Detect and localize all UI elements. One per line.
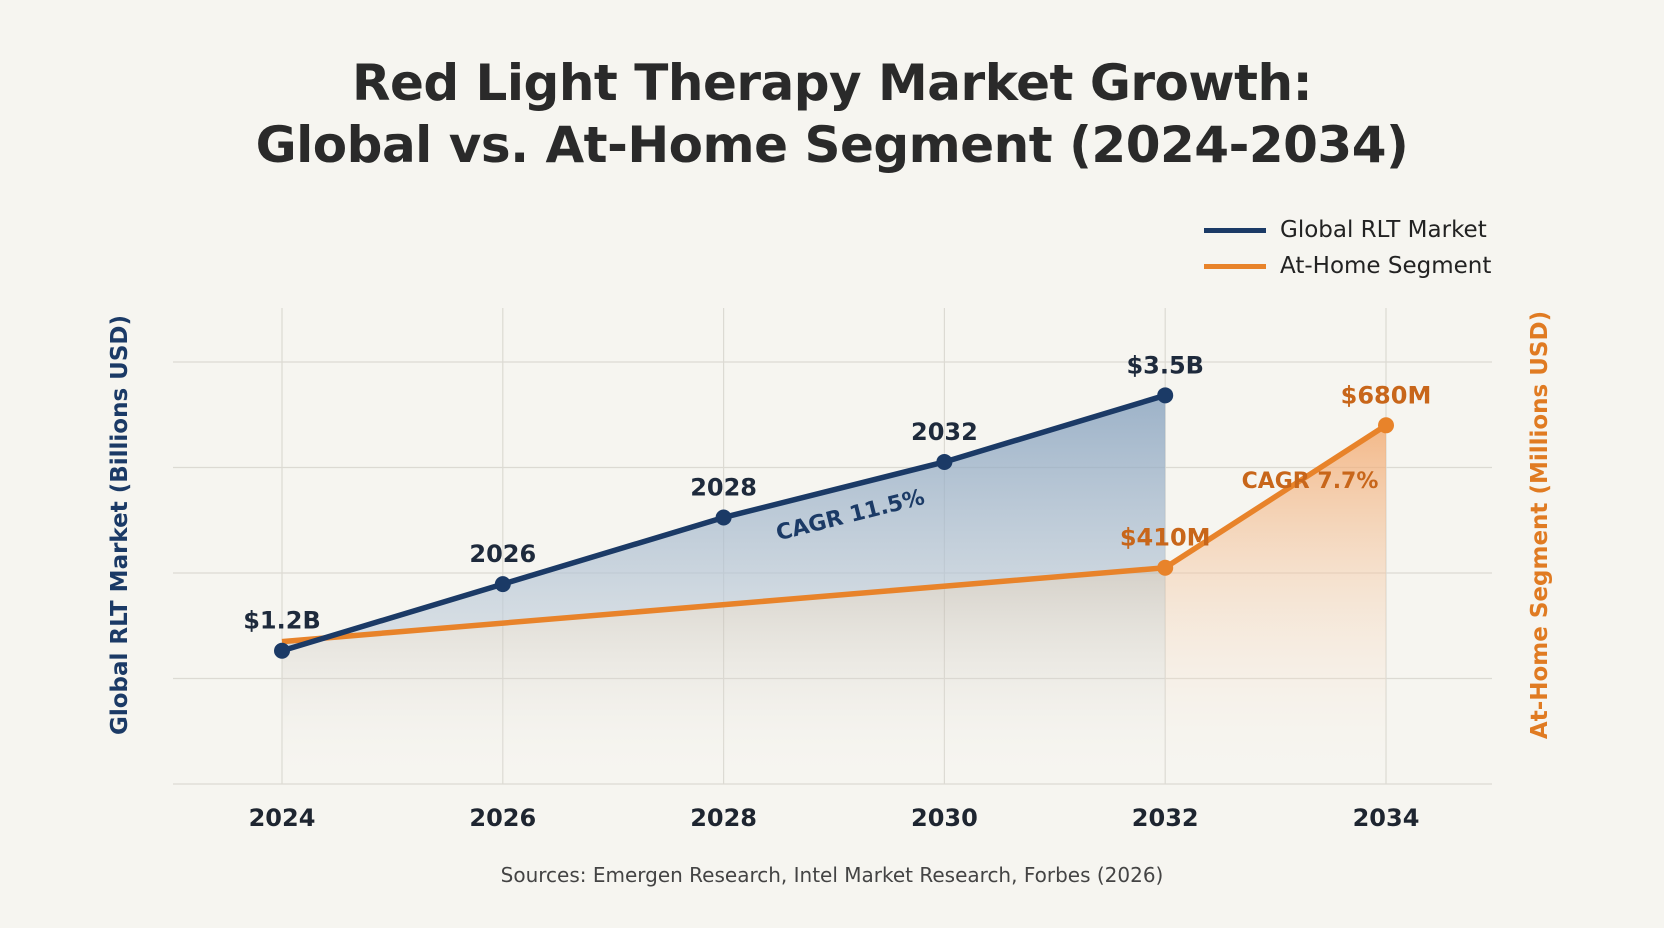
legend-item-at-home: At-Home Segment xyxy=(1204,253,1491,279)
global-point xyxy=(715,509,732,526)
at-home-point xyxy=(1378,417,1394,434)
chart-title: Red Light Therapy Market Growth: xyxy=(351,54,1313,112)
global-point xyxy=(936,453,953,470)
x-tick-label: 2026 xyxy=(469,804,536,832)
global-point xyxy=(274,642,290,659)
legend-swatch-at-home xyxy=(1204,263,1266,269)
data-label: $1.2B xyxy=(243,607,321,635)
legend-label: Global RLT Market xyxy=(1280,217,1487,243)
global-point xyxy=(494,576,511,593)
at-home-area xyxy=(1165,425,1386,784)
x-tick-label: 2030 xyxy=(911,804,978,832)
x-tick-label: 2024 xyxy=(249,804,316,832)
data-label: 2026 xyxy=(469,540,536,568)
x-tick-label: 2034 xyxy=(1353,804,1420,832)
data-label: 2032 xyxy=(911,418,978,446)
x-tick-label: 2028 xyxy=(690,804,757,832)
legend-label: At-Home Segment xyxy=(1280,253,1492,279)
source-note: Sources: Emergen Research, Intel Market … xyxy=(500,863,1164,887)
data-label: $680M xyxy=(1341,381,1432,409)
data-label: $3.5B xyxy=(1126,351,1204,379)
legend-swatch-global xyxy=(1204,227,1266,233)
data-label: $410M xyxy=(1120,524,1211,552)
chart-subtitle: Global vs. At-Home Segment (2024-2034) xyxy=(255,116,1409,174)
global-point xyxy=(1157,387,1174,404)
legend-item-global: Global RLT Market xyxy=(1204,217,1487,243)
x-tick-label: 2032 xyxy=(1132,804,1199,832)
cagr-at-home-annotation: CAGR 7.7% xyxy=(1242,469,1379,494)
at-home-point xyxy=(1157,559,1174,576)
data-label: 2028 xyxy=(690,473,757,501)
shadow-area xyxy=(282,567,1166,784)
